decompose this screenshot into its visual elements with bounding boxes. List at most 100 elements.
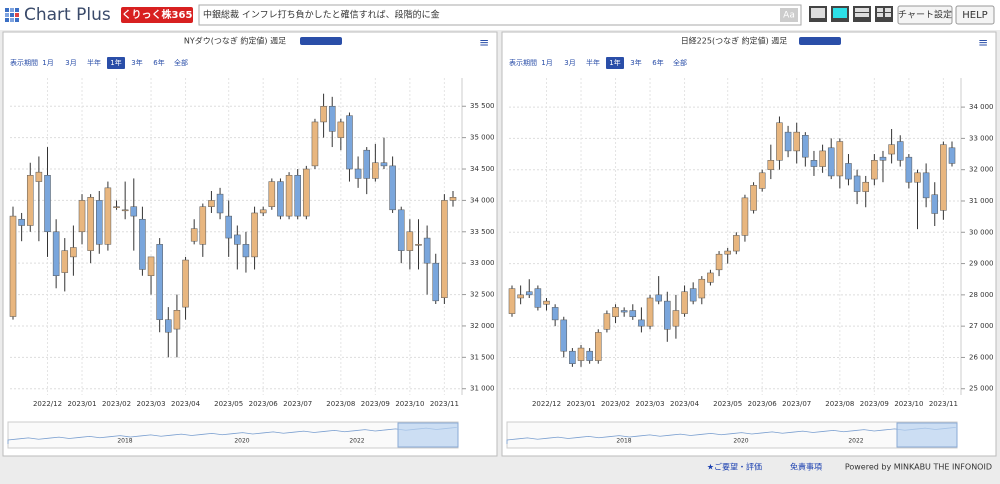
navigator-label: 2022 (349, 438, 364, 445)
candle-body (70, 247, 77, 258)
candle-body (508, 288, 516, 314)
period-button[interactable]: 6年 (652, 58, 663, 67)
y-tick-label: 35 000 (470, 134, 495, 142)
navigator-window[interactable] (397, 422, 459, 448)
navigator-label: 2022 (848, 438, 863, 445)
navigator (506, 421, 958, 449)
x-tick-label: 2023/09 (860, 400, 889, 408)
candle-body (225, 215, 232, 239)
period-button[interactable]: 3月 (65, 59, 76, 67)
help-button[interactable] (955, 5, 995, 25)
candle-body (638, 319, 645, 327)
y-tick-label: 28 000 (969, 291, 994, 299)
y-tick-label: 35 500 (470, 102, 495, 110)
x-tick-label: 2023/07 (782, 400, 811, 408)
x-tick-label: 2023/01 (566, 400, 595, 408)
candle-body (311, 121, 319, 167)
y-tick-label: 34 000 (969, 103, 994, 111)
period-button[interactable]: 半年 (87, 58, 101, 67)
candle-body (190, 228, 198, 242)
layout-buttons[interactable] (809, 6, 893, 22)
navigator-label: 2020 (234, 438, 249, 445)
candle-body (724, 250, 731, 255)
toolbar-icons[interactable] (300, 37, 342, 45)
candle-body (26, 175, 34, 226)
candle-body (242, 244, 250, 258)
help-label[interactable]: HELP (962, 10, 987, 21)
candle-body (354, 168, 362, 179)
disclaimer-link[interactable]: 免責事項 (790, 462, 822, 472)
candle-body (689, 288, 697, 302)
candle-body (948, 147, 956, 164)
candle-body (914, 172, 921, 183)
candle-body (165, 319, 172, 333)
candle-body (44, 175, 51, 233)
candle-body (560, 319, 568, 352)
candle-body (655, 294, 662, 302)
y-tick-label: 26 000 (969, 353, 994, 361)
period-label: 表示期間 (10, 58, 38, 67)
period-button[interactable]: 全部 (673, 58, 687, 67)
candle-body (78, 200, 86, 233)
font-button-bg[interactable] (780, 8, 798, 22)
candle-body (251, 212, 258, 258)
y-tick-label: 31 500 (470, 353, 495, 361)
candle-body (337, 121, 345, 138)
period-button[interactable]: 6年 (153, 58, 164, 67)
candle-body (853, 175, 861, 192)
candle-body (750, 185, 757, 211)
candle-body (208, 200, 215, 207)
y-tick-label: 33 500 (470, 228, 495, 236)
period-button[interactable]: 1年 (110, 58, 121, 67)
chart-title: 日経225(つなぎ 約定値) 週足 (681, 36, 788, 46)
candle-body (543, 300, 550, 305)
powered-by: Powered by MINKABU THE INFONOID (845, 463, 992, 472)
panel (501, 31, 997, 457)
period-button[interactable]: 3年 (131, 58, 142, 67)
period-button[interactable]: 1年 (609, 58, 620, 67)
period-button[interactable]: 3年 (630, 58, 641, 67)
candle-body (328, 105, 336, 132)
font-button[interactable]: Aa (783, 11, 795, 21)
candle-body (681, 291, 688, 314)
x-tick-label: 2023/06 (249, 400, 279, 408)
candle-body (415, 244, 422, 246)
navigator-line (506, 427, 956, 444)
period-button[interactable]: 3月 (564, 59, 575, 67)
period-label: 表示期間 (509, 58, 537, 67)
chart-title: NYダウ(つなぎ 約定値) 週足 (184, 36, 286, 46)
period-button[interactable]: 1月 (541, 59, 552, 67)
y-tick-label: 33 000 (470, 259, 495, 267)
period-button[interactable]: 1月 (42, 59, 53, 67)
navigator-window[interactable] (896, 422, 958, 448)
candle-body (363, 149, 370, 179)
candle-body (173, 310, 181, 330)
candle-body (698, 278, 706, 299)
x-tick-label: 2023/11 (929, 400, 958, 408)
candle-body (896, 141, 904, 161)
settings-label[interactable]: チャート設定 (898, 9, 952, 21)
period-button[interactable]: 全部 (174, 58, 188, 67)
y-tick-label: 34 500 (470, 165, 495, 173)
feedback-link[interactable]: ★ご要望・評価 (707, 462, 762, 472)
toolbar-icons[interactable] (799, 37, 841, 45)
candle-body (216, 193, 224, 214)
period-selected[interactable] (606, 57, 624, 69)
candle-body (285, 175, 293, 217)
period-selected[interactable] (107, 57, 125, 69)
candle-body (303, 168, 310, 217)
candle-body (35, 171, 43, 182)
candle-body (551, 307, 559, 321)
candle-body (836, 141, 844, 177)
candle-body (620, 310, 628, 313)
candle-body (646, 297, 654, 327)
candle-body (268, 181, 276, 207)
navigator-label: 2018 (616, 438, 631, 445)
candle-body (9, 215, 17, 317)
candle-body (96, 200, 103, 245)
period-button[interactable]: 半年 (586, 58, 600, 67)
candle-body (517, 294, 524, 299)
settings-button[interactable] (897, 5, 953, 25)
candle-body (294, 175, 301, 217)
